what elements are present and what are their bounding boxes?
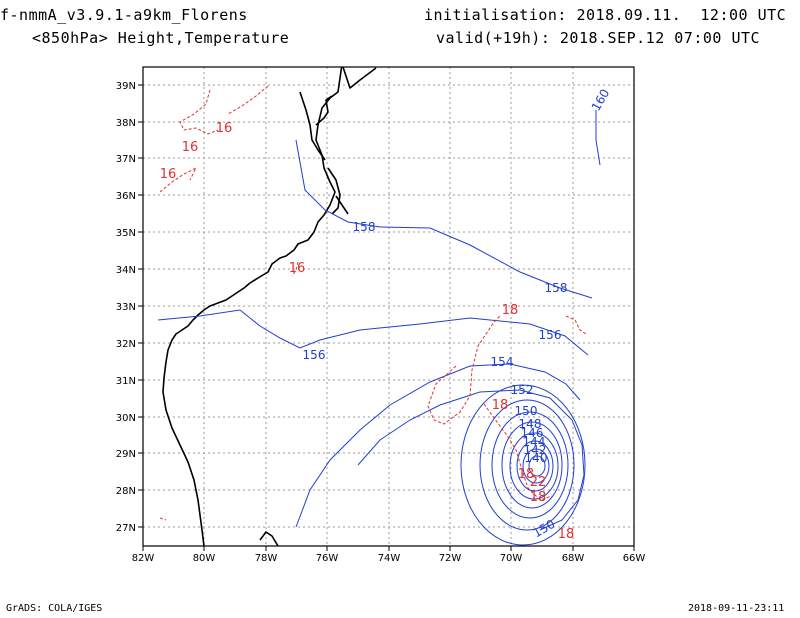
- temp-label: 18: [492, 398, 509, 413]
- lat-label: 39N: [116, 81, 136, 92]
- height-label: 150: [515, 404, 538, 418]
- temperature-contours: [159, 85, 587, 521]
- lat-label: 38N: [116, 118, 136, 129]
- height-label: 158: [545, 281, 568, 295]
- temp-label: 16: [216, 121, 233, 136]
- height-label: 144: [523, 435, 546, 449]
- lat-label: 27N: [116, 523, 136, 534]
- temp-label: 16: [160, 167, 177, 182]
- valid-time: valid(+19h): 2018.SEP.12 07:00 UTC: [436, 29, 761, 47]
- field-title: <850hPa> Height,Temperature: [32, 29, 290, 47]
- grid: [143, 67, 634, 546]
- temperature-labels: 16 16 16 16 18 18 18 22 18 18: [160, 121, 575, 542]
- height-label: 148: [519, 417, 542, 431]
- height-label: 140: [525, 451, 548, 465]
- lon-label: 76W: [316, 553, 339, 564]
- height-label: 150: [531, 517, 558, 541]
- timestamp-text: 2018-09-11-23:11: [688, 603, 785, 614]
- height-contours: [157, 110, 601, 546]
- lon-label: 74W: [378, 553, 401, 564]
- temp-label: 22: [530, 475, 547, 490]
- lon-label: 66W: [623, 553, 646, 564]
- height-label: 158: [353, 220, 376, 234]
- height-label: 156: [539, 328, 562, 342]
- init-time: initialisation: 2018.09.11. 12:00 UTC: [424, 6, 787, 24]
- lon-labels: 82W 80W 78W 76W 74W 72W 70W 68W 66W: [132, 553, 646, 564]
- lat-label: 35N: [116, 228, 136, 239]
- lon-label: 68W: [562, 553, 585, 564]
- temp-label: 18: [502, 303, 519, 318]
- lat-label: 33N: [116, 302, 136, 313]
- height-label: 142: [524, 443, 547, 457]
- model-title: f-nmmA_v3.9.1-a9km_Florens: [0, 6, 248, 24]
- lat-label: 31N: [116, 376, 136, 387]
- lat-label: 28N: [116, 486, 136, 497]
- height-label: 160: [589, 87, 613, 114]
- temp-label: 18: [518, 467, 535, 482]
- temp-label: 18: [558, 527, 575, 542]
- height-label: 146: [521, 426, 544, 440]
- temp-label: 18: [530, 490, 547, 505]
- lat-label: 36N: [116, 191, 136, 202]
- lon-label: 78W: [255, 553, 278, 564]
- height-label: 152: [511, 383, 534, 397]
- lat-labels: 27N 28N 29N 30N 31N 32N 33N 34N 35N 36N …: [116, 81, 136, 534]
- height-label: 156: [303, 348, 326, 362]
- temp-label: 16: [289, 261, 306, 276]
- lat-label: 37N: [116, 154, 136, 165]
- credit-text: GrADS: COLA/IGES: [6, 603, 103, 614]
- lon-label: 72W: [439, 553, 462, 564]
- lat-label: 34N: [116, 265, 136, 276]
- height-labels: 160 158 158 156 156 154 152 150 148 146 …: [303, 87, 613, 541]
- lon-label: 82W: [132, 553, 155, 564]
- lat-label: 32N: [116, 339, 136, 350]
- coastline: [162, 67, 377, 546]
- temp-label: 16: [182, 140, 199, 155]
- lat-label: 30N: [116, 413, 136, 424]
- lat-label: 29N: [116, 449, 136, 460]
- lon-label: 70W: [500, 553, 523, 564]
- lon-label: 80W: [193, 553, 216, 564]
- height-label: 154: [491, 355, 514, 369]
